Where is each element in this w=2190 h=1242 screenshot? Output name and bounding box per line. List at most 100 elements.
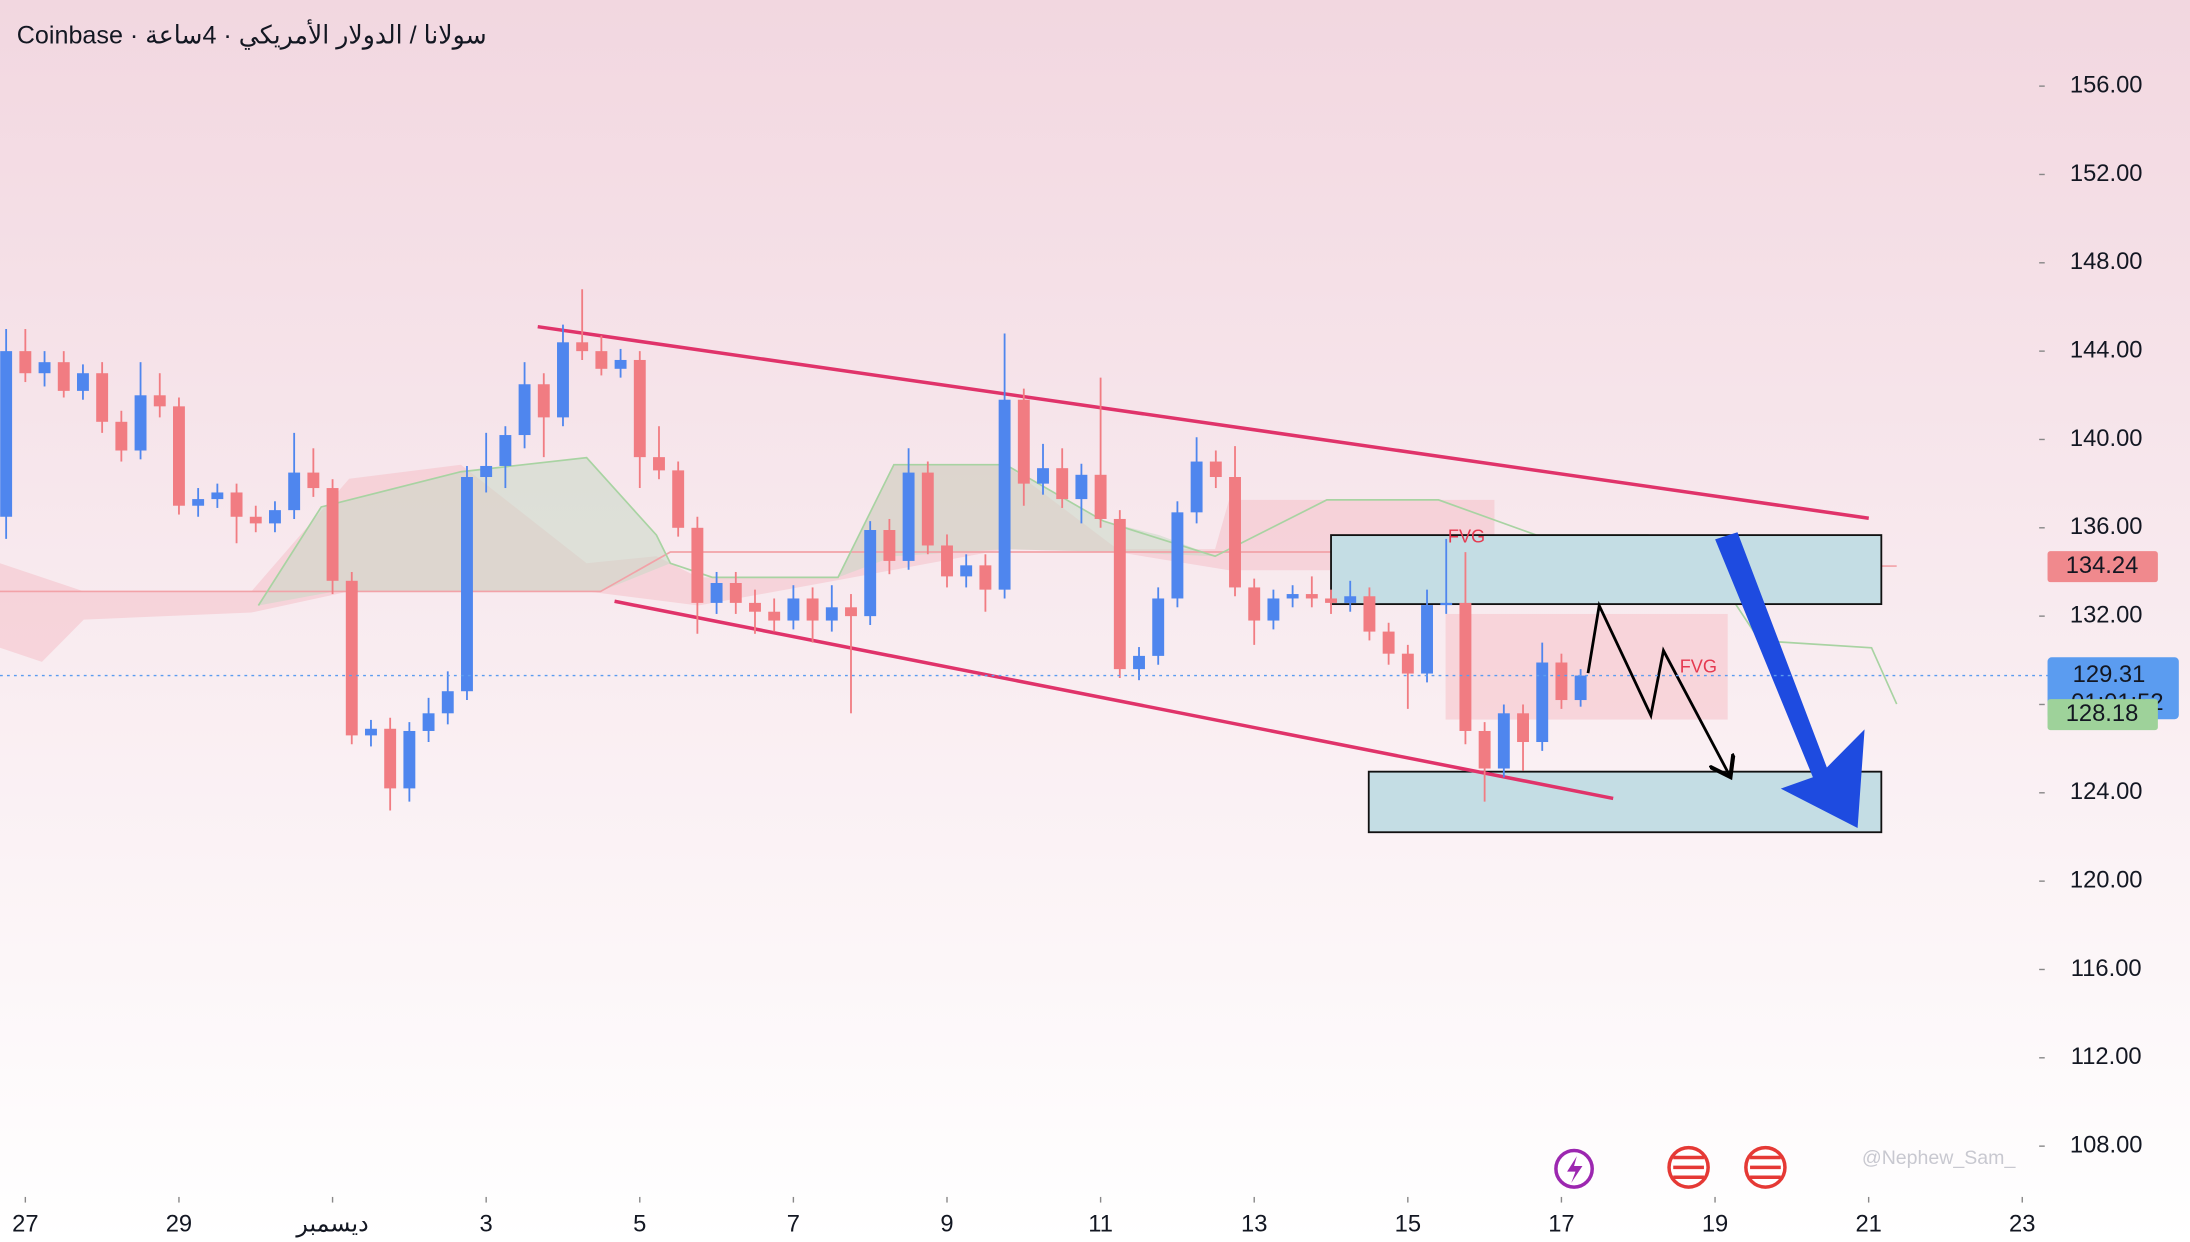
candle-body xyxy=(633,359,646,458)
candle-body xyxy=(1305,594,1318,599)
candle-body xyxy=(749,602,761,612)
candle-body xyxy=(729,583,742,603)
candle-body xyxy=(1325,598,1337,603)
candle-body xyxy=(365,728,377,736)
candle-body xyxy=(1497,713,1510,769)
x-tick-label: 3 xyxy=(480,1210,493,1237)
candle-body xyxy=(537,384,550,418)
candle-body xyxy=(269,510,281,524)
watermark: @Nephew_Sam_ xyxy=(1862,1147,2017,1169)
candle-body xyxy=(441,691,454,714)
x-tick-label: 15 xyxy=(1395,1210,1421,1237)
candle-body xyxy=(153,395,166,407)
candle-body xyxy=(1113,518,1126,670)
candle-body xyxy=(576,342,589,352)
candle-body xyxy=(76,373,89,391)
flag-stripes xyxy=(1750,1155,1781,1179)
fvg-label: FVG xyxy=(1448,526,1485,547)
candle-body xyxy=(1133,655,1145,670)
y-tick-label: 120.00 xyxy=(2070,866,2143,893)
candle-body xyxy=(1401,653,1414,674)
y-tick-label: 140.00 xyxy=(2070,425,2143,452)
y-tick-label: 112.00 xyxy=(2071,1043,2142,1070)
candle-body xyxy=(1555,662,1568,701)
price-label-box xyxy=(2047,699,2158,731)
candle-body xyxy=(19,351,32,374)
x-tick-label: 7 xyxy=(787,1210,800,1237)
candle-body xyxy=(192,499,205,506)
candle-body xyxy=(614,359,627,369)
y-tick-label: 108.00 xyxy=(2070,1131,2143,1158)
y-tick-label: 136.00 xyxy=(2070,513,2143,540)
candle-body xyxy=(845,607,857,617)
candle-body xyxy=(864,530,877,617)
candle-body xyxy=(230,492,243,517)
candle-body xyxy=(1094,474,1107,519)
candle-body xyxy=(480,465,493,478)
candle-body xyxy=(173,406,185,506)
y-tick-label: 148.00 xyxy=(2070,248,2143,275)
candle-body xyxy=(1017,399,1030,484)
candle-body xyxy=(422,713,435,731)
x-tick-label: 9 xyxy=(940,1210,953,1237)
price-label: 128.18 xyxy=(2066,700,2139,727)
candle-body xyxy=(672,470,685,528)
candle-body xyxy=(1421,605,1433,674)
candle-body xyxy=(1363,596,1376,632)
event-icon-bolt xyxy=(1567,1156,1583,1183)
candle-body xyxy=(461,477,473,692)
candle-body xyxy=(921,472,934,546)
candle-body xyxy=(1267,598,1280,621)
flag-stripes xyxy=(1673,1155,1704,1179)
candle-body xyxy=(403,730,416,789)
candle-body xyxy=(710,583,723,603)
candle-body xyxy=(1037,468,1049,484)
candle-body xyxy=(1075,474,1088,500)
candle-body xyxy=(96,373,109,422)
candle-body xyxy=(1171,512,1184,599)
chart-title: Coinbase · سولانا / الدولار الأمريكي · 4… xyxy=(17,18,487,50)
y-tick-label: 132.00 xyxy=(2070,601,2143,628)
candle-body xyxy=(1056,468,1069,500)
candle-body xyxy=(307,472,320,489)
candle-body xyxy=(1459,602,1472,731)
x-tick-label: ديسمبر xyxy=(295,1210,368,1237)
resistance-box xyxy=(1330,534,1883,606)
candle-body xyxy=(595,351,608,369)
fvg-label: FVG xyxy=(1680,655,1717,676)
candle-body xyxy=(960,565,973,577)
candle-body xyxy=(0,351,13,517)
candle-body xyxy=(1344,596,1357,603)
candle-body xyxy=(1286,594,1299,599)
candle-body xyxy=(787,598,800,621)
projection-path xyxy=(1586,600,1729,775)
candle-body xyxy=(1209,461,1222,478)
candle-body xyxy=(288,472,301,511)
candle-body xyxy=(998,399,1011,590)
candle-body xyxy=(115,421,128,451)
price-label: 134.24 xyxy=(2066,552,2139,579)
x-tick-label: 19 xyxy=(1702,1210,1728,1237)
price-label-box xyxy=(2047,551,2158,583)
candle-body xyxy=(825,607,838,621)
channel-top xyxy=(537,324,1870,520)
candle-body xyxy=(979,565,992,590)
x-tick-label: 13 xyxy=(1241,1210,1267,1237)
price-label: 129.31 xyxy=(2073,661,2146,688)
drawings xyxy=(0,324,1898,1189)
y-tick-label: 116.00 xyxy=(2071,955,2142,982)
candle-body xyxy=(883,530,896,561)
candle-body xyxy=(806,598,819,621)
candle-body xyxy=(1190,461,1203,513)
candle-body xyxy=(499,435,512,466)
fvg-zone xyxy=(1445,613,1728,720)
candle-body xyxy=(384,728,397,789)
candle-body xyxy=(902,472,915,561)
candle-body xyxy=(768,611,781,621)
candle-body xyxy=(691,527,704,603)
candle-body xyxy=(1382,631,1395,654)
y-tick-label: 124.00 xyxy=(2070,778,2143,805)
